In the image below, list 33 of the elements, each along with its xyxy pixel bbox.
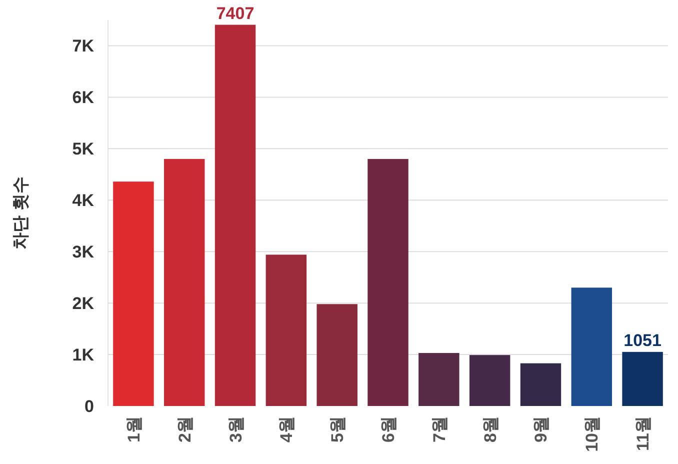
x-tick-label: 10월 xyxy=(582,416,602,452)
bar xyxy=(266,254,307,406)
bar xyxy=(113,182,154,406)
y-tick-label: 2K xyxy=(72,294,95,314)
bar xyxy=(571,288,612,406)
bar xyxy=(622,352,663,406)
bar xyxy=(164,158,205,406)
y-tick-label: 3K xyxy=(72,242,95,262)
y-tick-label: 6K xyxy=(72,88,95,108)
y-tick-label: 4K xyxy=(72,191,95,210)
x-tick-label: 5월 xyxy=(328,416,348,442)
bar xyxy=(520,363,562,406)
y-tick-label: 1K xyxy=(72,346,95,365)
x-tick-label: 1월 xyxy=(124,416,144,442)
x-tick-label: 6월 xyxy=(379,416,398,442)
x-tick-label: 8월 xyxy=(480,416,500,442)
bar xyxy=(214,24,256,406)
bar xyxy=(368,158,408,406)
data-label: 1051 xyxy=(624,330,662,350)
bar xyxy=(469,355,510,406)
bar xyxy=(418,352,460,406)
data-label: 7407 xyxy=(216,4,254,23)
y-tick-label: 7K xyxy=(72,36,95,56)
y-tick-label: 0 xyxy=(84,397,94,416)
x-tick-label: 3월 xyxy=(226,416,246,442)
bar xyxy=(316,304,358,406)
x-tick-label: 7월 xyxy=(430,416,449,442)
x-tick-label: 2월 xyxy=(175,416,194,442)
x-tick-label: 9월 xyxy=(532,416,551,442)
y-axis-title: 차단 횟수 xyxy=(11,176,30,250)
x-tick-label: 4월 xyxy=(277,416,296,442)
x-tick-label: 11월 xyxy=(634,416,653,451)
y-tick-label: 5K xyxy=(72,140,95,159)
